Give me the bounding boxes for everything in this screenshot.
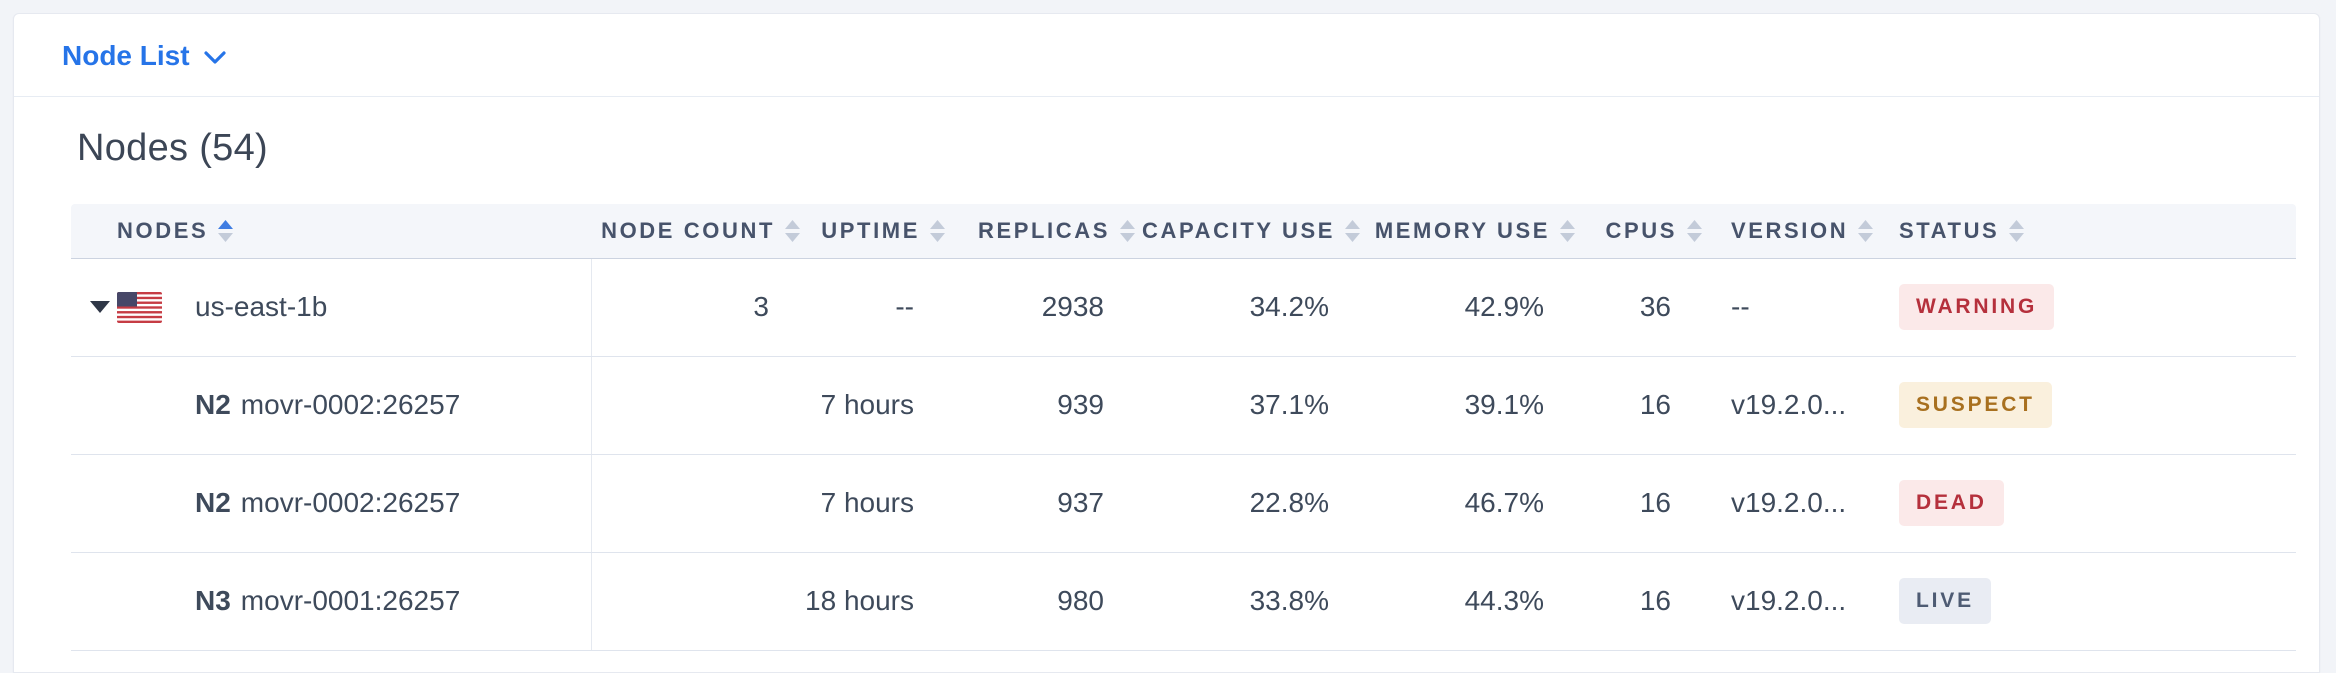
view-selector-label: Node List (62, 40, 190, 71)
column-header-nodes[interactable]: NODES (71, 204, 591, 259)
cell-uptime: 7 hours (801, 356, 946, 455)
cell-replicas: 939 (946, 356, 1136, 455)
node-address: movr-0002:26257 (240, 487, 461, 518)
cell-version: v19.2.0... (1703, 356, 1871, 455)
column-label: STATUS (1899, 217, 2000, 243)
cell-uptime: 18 hours (801, 552, 946, 651)
cell-node-count (591, 552, 801, 651)
sort-icon[interactable] (784, 219, 801, 243)
sort-icon[interactable] (2008, 219, 2025, 243)
status-badge: LIVE (1899, 578, 1991, 624)
sort-icon[interactable] (929, 219, 946, 243)
view-selector-dropdown[interactable]: Node List (62, 40, 226, 72)
table-row-region[interactable]: us-east-1b 3 -- 2938 34.2% 42.9% 36 -- W… (71, 258, 2296, 357)
column-header-node-count[interactable]: NODE COUNT (591, 204, 801, 259)
column-label: CPUS (1605, 217, 1677, 243)
table-row-node[interactable]: N3 movr-0001:26257 18 hours 980 33.8% 44.… (71, 552, 2296, 651)
column-header-replicas[interactable]: REPLICAS (946, 204, 1136, 259)
cell-cpus: 36 (1576, 258, 1703, 357)
region-name: us-east-1b (195, 291, 328, 322)
table-row-node[interactable]: N2 movr-0002:26257 7 hours 937 22.8% 46.7… (71, 454, 2296, 553)
cell-capacity-use: 37.1% (1136, 356, 1361, 455)
cell-capacity-use: 34.2% (1136, 258, 1361, 357)
sort-icon[interactable] (1857, 219, 1874, 243)
column-label: UPTIME (821, 217, 920, 243)
cell-node-count (591, 454, 801, 553)
cell-version: v19.2.0... (1703, 454, 1871, 553)
node-address: movr-0002:26257 (240, 389, 461, 420)
sort-icon[interactable] (1344, 219, 1361, 243)
cell-uptime: -- (801, 258, 946, 357)
node-list-card: Node List Nodes (54) NODES (13, 13, 2320, 673)
cell-version: v19.2.0... (1703, 552, 1871, 651)
column-label: VERSION (1731, 217, 1849, 243)
cell-version: -- (1703, 258, 1871, 357)
column-header-cpus[interactable]: CPUS (1576, 204, 1703, 259)
nodes-table: NODES NODE COUNT UPTIME (71, 204, 2296, 651)
cell-memory-use: 44.3% (1361, 552, 1576, 651)
sort-icon[interactable] (217, 219, 234, 243)
chevron-down-icon (203, 51, 226, 64)
cell-replicas: 980 (946, 552, 1136, 651)
node-address: movr-0001:26257 (240, 585, 461, 616)
view-selector-bar: Node List (14, 14, 2319, 97)
cell-replicas: 2938 (946, 258, 1136, 357)
status-badge: SUSPECT (1899, 382, 2052, 428)
table-header-row: NODES NODE COUNT UPTIME (71, 204, 2296, 259)
us-flag-icon (117, 291, 162, 323)
column-header-version[interactable]: VERSION (1703, 204, 1874, 259)
sort-icon[interactable] (1119, 219, 1136, 243)
column-header-status[interactable]: STATUS (1871, 204, 2296, 259)
column-label: CAPACITY USE (1142, 217, 1335, 243)
cell-replicas: 937 (946, 454, 1136, 553)
cell-memory-use: 42.9% (1361, 258, 1576, 357)
cell-cpus: 16 (1576, 454, 1703, 553)
column-label: MEMORY USE (1374, 217, 1550, 243)
column-header-memory-use[interactable]: MEMORY USE (1361, 204, 1576, 259)
cell-cpus: 16 (1576, 356, 1703, 455)
table-row-node[interactable]: N2 movr-0002:26257 7 hours 939 37.1% 39.1… (71, 356, 2296, 455)
cell-capacity-use: 22.8% (1136, 454, 1361, 553)
node-id: N3 (195, 585, 231, 616)
column-header-uptime[interactable]: UPTIME (801, 204, 946, 259)
cell-cpus: 16 (1576, 552, 1703, 651)
cell-uptime: 7 hours (801, 454, 946, 553)
status-badge: DEAD (1899, 480, 2004, 526)
cell-memory-use: 46.7% (1361, 454, 1576, 553)
column-label: NODES (117, 217, 209, 243)
column-label: REPLICAS (977, 217, 1110, 243)
node-id: N2 (195, 389, 231, 420)
collapse-caret-icon[interactable] (82, 301, 117, 313)
nodes-section: Nodes (54) NODES NODE COUNT (14, 127, 2319, 651)
page-title: Nodes (54) (77, 127, 268, 169)
column-label: NODE COUNT (601, 217, 775, 243)
node-id: N2 (195, 487, 231, 518)
cell-node-count: 3 (591, 258, 801, 357)
status-badge: WARNING (1899, 284, 2055, 330)
sort-icon[interactable] (1559, 219, 1576, 243)
cell-capacity-use: 33.8% (1136, 552, 1361, 651)
sort-icon[interactable] (1686, 219, 1703, 243)
column-header-capacity-use[interactable]: CAPACITY USE (1136, 204, 1361, 259)
cell-memory-use: 39.1% (1361, 356, 1576, 455)
cell-node-count (591, 356, 801, 455)
